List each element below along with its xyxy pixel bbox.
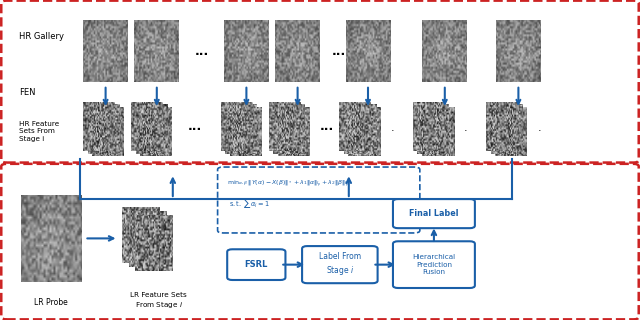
Text: ·: · <box>464 126 468 136</box>
Text: $\mathrm{min}_{\alpha,\beta}\,\|Y(\alpha)-X(\beta)\|_*+\lambda_1\|\alpha\|_{l_p}: $\mathrm{min}_{\alpha,\beta}\,\|Y(\alpha… <box>227 179 349 190</box>
FancyBboxPatch shape <box>393 199 475 228</box>
Text: HR Gallery: HR Gallery <box>19 32 64 41</box>
Text: FEN: FEN <box>19 88 36 97</box>
Text: ...: ... <box>188 120 202 133</box>
Text: LR Probe: LR Probe <box>35 298 68 307</box>
Text: ·: · <box>538 126 541 136</box>
Text: ·: · <box>168 126 172 136</box>
FancyBboxPatch shape <box>302 246 378 283</box>
Text: ...: ... <box>195 45 209 58</box>
Text: LR Feature Sets
From Stage $i$: LR Feature Sets From Stage $i$ <box>131 292 187 310</box>
Text: ·: · <box>166 234 170 247</box>
Text: HR Feature
Sets From
Stage i: HR Feature Sets From Stage i <box>19 121 60 142</box>
Text: ·: · <box>304 126 308 136</box>
Text: Label From
Stage $i$: Label From Stage $i$ <box>319 252 361 277</box>
Text: $\mathrm{s.t.}\ \sum\alpha_i=1$: $\mathrm{s.t.}\ \sum\alpha_i=1$ <box>229 197 270 210</box>
Text: ·: · <box>390 126 394 136</box>
Text: Hierarchical
Prediction
Fusion: Hierarchical Prediction Fusion <box>412 254 456 275</box>
FancyBboxPatch shape <box>227 249 285 280</box>
Text: FSRL: FSRL <box>244 260 268 269</box>
Text: ...: ... <box>319 120 333 133</box>
FancyBboxPatch shape <box>393 241 475 288</box>
Text: ...: ... <box>332 45 346 58</box>
Text: Final Label: Final Label <box>409 209 459 218</box>
